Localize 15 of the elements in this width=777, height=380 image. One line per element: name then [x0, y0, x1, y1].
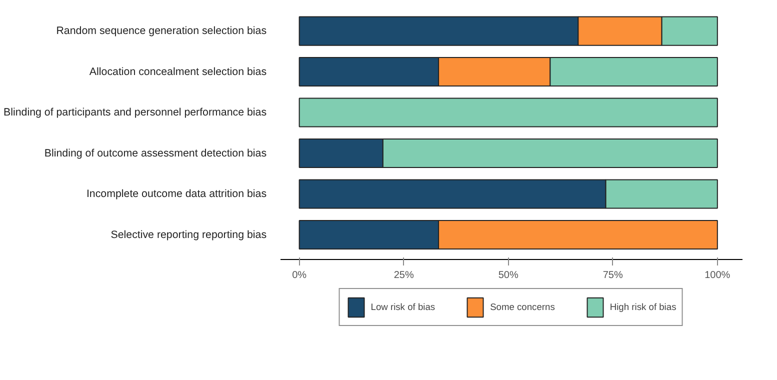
y-tick-label: Allocation concealment selection bias: [89, 66, 267, 78]
y-tick-label: Blinding of outcome assessment detection bias: [44, 147, 267, 160]
y-tick-label: Blinding of participants and personnel performance bias: [4, 106, 267, 119]
y-tick-label: Random sequence generation selection bias: [56, 25, 267, 38]
x-tick-label: 100%: [704, 270, 730, 282]
legend-label: Some concerns: [490, 302, 555, 312]
bar: [298, 98, 718, 128]
x-tick-label: 0%: [292, 270, 307, 282]
y-tick-label: Selective reporting reporting bias: [110, 228, 267, 241]
x-tick-label: 50%: [498, 270, 518, 282]
y-tick-label: Incomplete outcome data attrition bias: [86, 188, 267, 200]
legend-label: Low risk of bias: [370, 302, 436, 312]
legend-label: High risk of bias: [610, 302, 676, 312]
x-tick-label: 75%: [602, 270, 624, 282]
x-tick-label: 25%: [394, 270, 414, 282]
